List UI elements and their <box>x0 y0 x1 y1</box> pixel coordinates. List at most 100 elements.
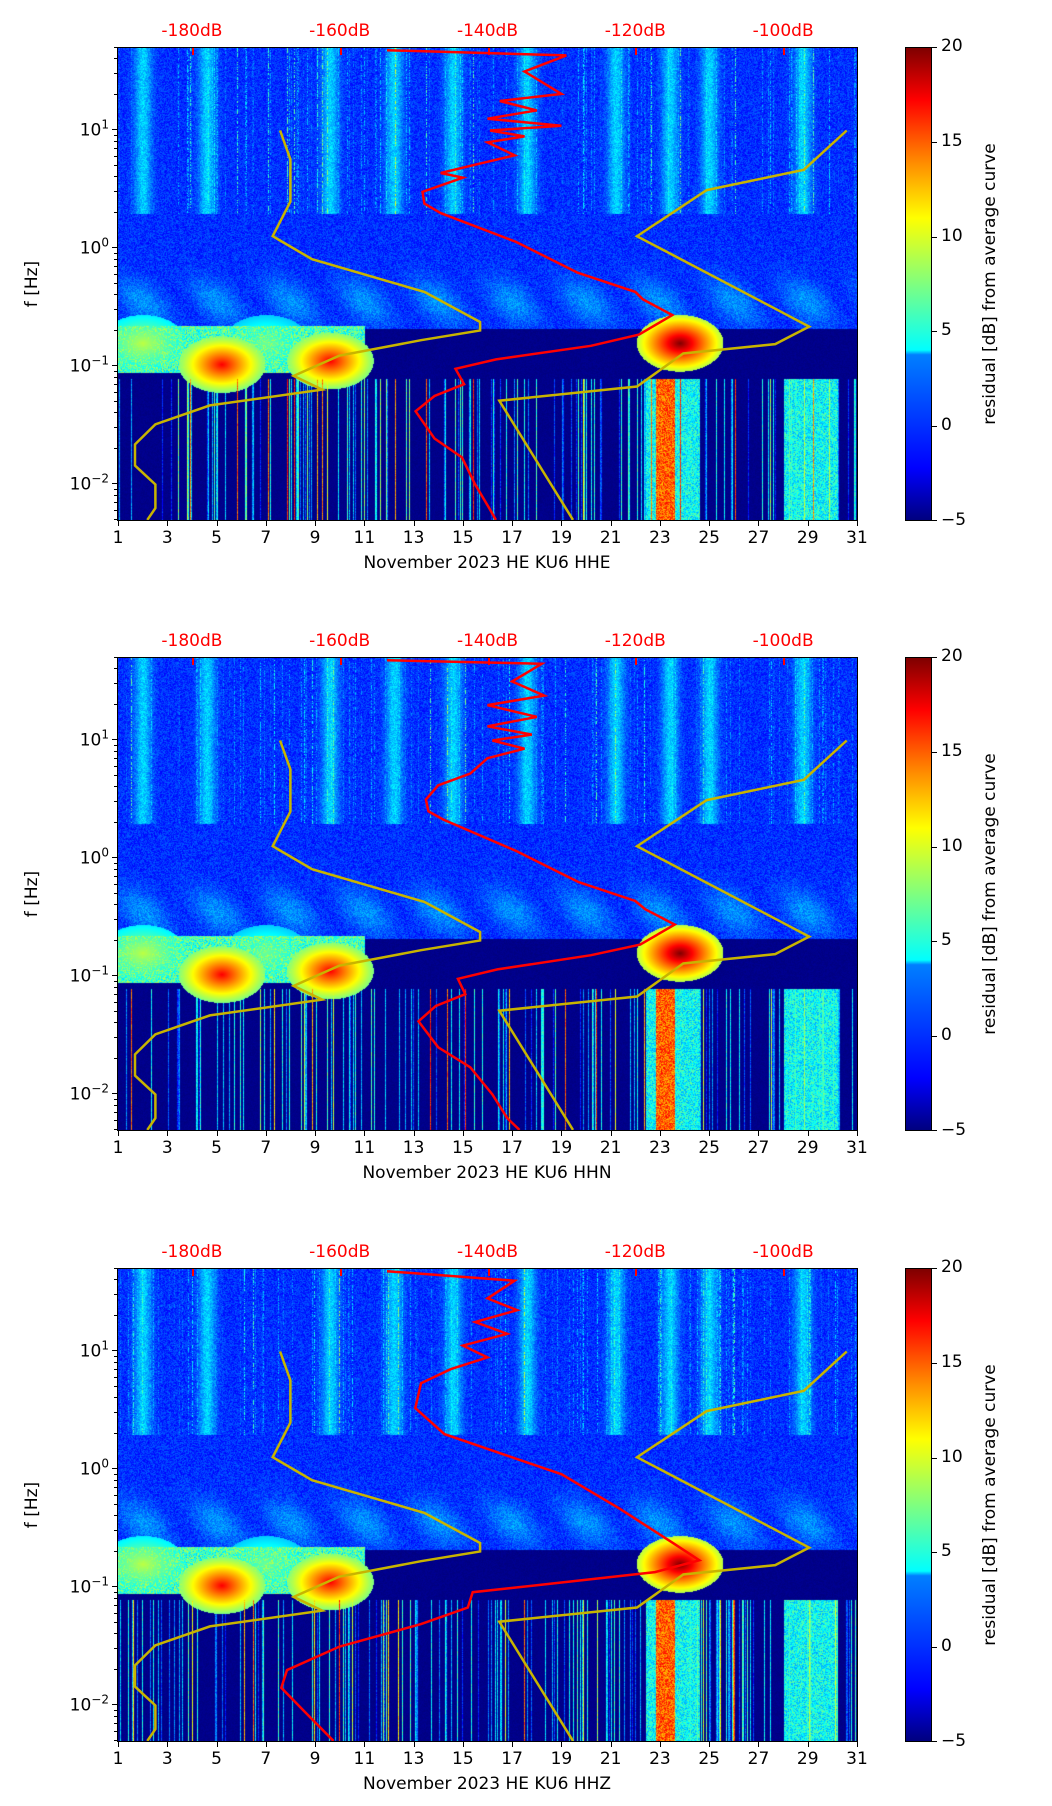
x-tick <box>758 521 760 526</box>
x-tick-label: 13 <box>402 1749 425 1769</box>
colorbar-tick <box>932 520 937 521</box>
y-minor-tick <box>114 1376 117 1378</box>
y-minor-tick <box>114 993 117 995</box>
y-minor-tick <box>114 258 117 260</box>
x-tick <box>462 521 464 526</box>
colorbar-tick <box>932 846 937 848</box>
y-minor-tick <box>114 47 117 48</box>
x-tick <box>561 1131 563 1136</box>
y-minor-tick <box>114 1709 117 1711</box>
x-tick <box>857 521 858 526</box>
x-tick-label: 21 <box>599 528 622 548</box>
y-tick-exponent: −1 <box>91 354 109 369</box>
y-tick-label: 100 <box>80 1457 109 1480</box>
y-minor-tick <box>114 383 117 385</box>
colorbar-tick-label: 20 <box>941 1257 963 1277</box>
y-minor-tick <box>114 488 117 490</box>
y-tick <box>112 247 117 249</box>
x-tick <box>167 1131 169 1136</box>
y-minor-tick <box>114 683 117 685</box>
y-tick-base: 10 <box>69 1577 92 1598</box>
y-minor-tick <box>114 1504 117 1505</box>
top-axis-label: -160dB <box>309 1242 371 1262</box>
top-axis-label: -120dB <box>604 1242 666 1262</box>
y-minor-tick <box>114 1057 117 1059</box>
spectrogram-panel: -180dB -160dB -140dB -120dB -100dB 1 3 5 7 9 11 13 1… <box>0 1242 1052 1806</box>
colorbar-tick <box>932 1741 937 1742</box>
top-axis-label: -140dB <box>456 21 519 41</box>
x-axis-label: November 2023 HE KU6 HHN <box>362 1163 612 1183</box>
y-minor-tick <box>114 494 117 496</box>
colorbar-tick <box>932 751 937 753</box>
y-minor-tick <box>114 801 117 803</box>
plot-area <box>117 1268 858 1742</box>
y-tick-base: 10 <box>69 474 92 495</box>
top-axis-label: -120dB <box>604 631 666 651</box>
y-minor-tick <box>114 757 117 759</box>
y-tick-exponent: −1 <box>91 964 109 979</box>
x-tick <box>216 521 218 526</box>
x-tick-label: 7 <box>260 1749 272 1769</box>
colorbar-tick <box>932 331 937 333</box>
y-minor-tick <box>114 1550 117 1552</box>
x-tick-label: 7 <box>260 528 272 548</box>
y-minor-tick <box>114 1604 117 1606</box>
y-tick-base: 10 <box>69 356 92 377</box>
y-minor-tick <box>114 1355 117 1357</box>
x-axis-label: November 2023 HE KU6 HHZ <box>362 1774 612 1794</box>
x-axis-label: November 2023 HE KU6 HHE <box>363 553 611 573</box>
y-tick-label: 10−1 <box>70 964 109 987</box>
colorbar-tick-label: 0 <box>941 415 952 436</box>
colorbar-tick-label: 15 <box>941 740 963 761</box>
colorbar-tick-label: 10 <box>941 225 963 246</box>
y-minor-tick <box>114 1368 117 1370</box>
x-tick-label: 3 <box>161 1138 173 1158</box>
x-tick <box>462 1742 464 1747</box>
y-tick-base: 10 <box>79 1459 102 1480</box>
y-tick <box>112 365 117 367</box>
colorbar-label: residual [dB] from average curve <box>980 1364 1000 1646</box>
colorbar-tick <box>932 1130 937 1131</box>
y-minor-tick <box>114 875 117 877</box>
x-tick <box>709 521 711 526</box>
colorbar-tick-label: 5 <box>941 930 952 951</box>
y-minor-tick <box>114 376 117 378</box>
y-tick-exponent: 0 <box>101 1457 109 1472</box>
y-minor-tick <box>114 165 117 166</box>
x-tick <box>216 1742 218 1747</box>
y-tick-exponent: −2 <box>91 1082 109 1097</box>
colorbar-tick <box>932 657 937 658</box>
x-tick-label: 1 <box>112 528 124 548</box>
y-minor-tick <box>114 1037 117 1039</box>
x-tick <box>216 1131 218 1136</box>
x-tick <box>807 521 809 526</box>
y-minor-tick <box>114 509 117 511</box>
y-minor-tick <box>114 309 117 311</box>
y-minor-tick <box>114 904 117 906</box>
top-axis-tick <box>635 48 638 55</box>
y-axis-label: f [Hz] <box>22 260 42 308</box>
y-tick-base: 10 <box>79 848 102 869</box>
x-tick-label: 21 <box>599 1138 622 1158</box>
y-minor-tick <box>114 447 117 449</box>
yellow-curve-right <box>497 129 848 520</box>
colorbar <box>905 1268 932 1742</box>
y-minor-tick <box>114 786 117 788</box>
top-axis-tick <box>339 48 342 55</box>
x-tick-label: 27 <box>747 528 770 548</box>
y-tick-exponent: 1 <box>101 728 109 743</box>
x-tick-label: 27 <box>747 1138 770 1158</box>
x-tick <box>265 1742 267 1747</box>
colorbar-tick-label: −5 <box>941 1120 967 1140</box>
x-tick <box>118 1742 119 1747</box>
x-tick-label: 17 <box>501 1749 523 1769</box>
x-tick <box>413 521 415 526</box>
colorbar-tick-label: −5 <box>941 1731 967 1751</box>
x-tick <box>413 1742 415 1747</box>
top-axis-tick <box>487 658 490 665</box>
y-tick-label: 10−2 <box>70 472 109 495</box>
y-tick <box>112 1704 117 1706</box>
x-tick <box>315 1131 317 1136</box>
x-tick-label: 25 <box>698 528 721 548</box>
y-minor-tick <box>114 401 117 402</box>
